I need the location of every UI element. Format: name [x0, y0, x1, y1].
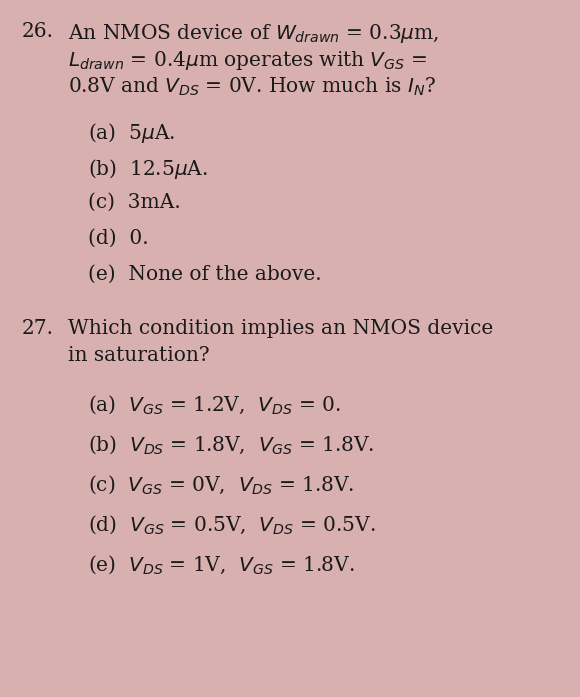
Text: (e)  $V_{DS}$ = 1V,  $V_{GS}$ = 1.8V.: (e) $V_{DS}$ = 1V, $V_{GS}$ = 1.8V. [88, 553, 355, 576]
Text: (c)  3mA.: (c) 3mA. [88, 193, 181, 212]
Text: (c)  $V_{GS}$ = 0V,  $V_{DS}$ = 1.8V.: (c) $V_{GS}$ = 0V, $V_{DS}$ = 1.8V. [88, 473, 354, 496]
Text: (a)  5$\mu$A.: (a) 5$\mu$A. [88, 121, 175, 145]
Text: in saturation?: in saturation? [68, 346, 209, 365]
Text: 26.: 26. [22, 22, 54, 41]
Text: (a)  $V_{GS}$ = 1.2V,  $V_{DS}$ = 0.: (a) $V_{GS}$ = 1.2V, $V_{DS}$ = 0. [88, 393, 340, 415]
Text: (d)  $V_{GS}$ = 0.5V,  $V_{DS}$ = 0.5V.: (d) $V_{GS}$ = 0.5V, $V_{DS}$ = 0.5V. [88, 513, 376, 535]
Text: (b)  12.5$\mu$A.: (b) 12.5$\mu$A. [88, 157, 208, 181]
Text: An NMOS device of $W_{drawn}$ = 0.3$\mu$m,: An NMOS device of $W_{drawn}$ = 0.3$\mu$… [68, 22, 439, 45]
Text: 0.8V and $V_{DS}$ = 0V. How much is $I_N$?: 0.8V and $V_{DS}$ = 0V. How much is $I_N… [68, 76, 436, 98]
Text: (b)  $V_{DS}$ = 1.8V,  $V_{GS}$ = 1.8V.: (b) $V_{DS}$ = 1.8V, $V_{GS}$ = 1.8V. [88, 433, 374, 456]
Text: Which condition implies an NMOS device: Which condition implies an NMOS device [68, 319, 493, 338]
Text: 27.: 27. [22, 319, 54, 338]
Text: (e)  None of the above.: (e) None of the above. [88, 265, 322, 284]
Text: $L_{drawn}$ = 0.4$\mu$m operates with $V_{GS}$ =: $L_{drawn}$ = 0.4$\mu$m operates with $V… [68, 49, 427, 72]
Text: (d)  0.: (d) 0. [88, 229, 148, 248]
